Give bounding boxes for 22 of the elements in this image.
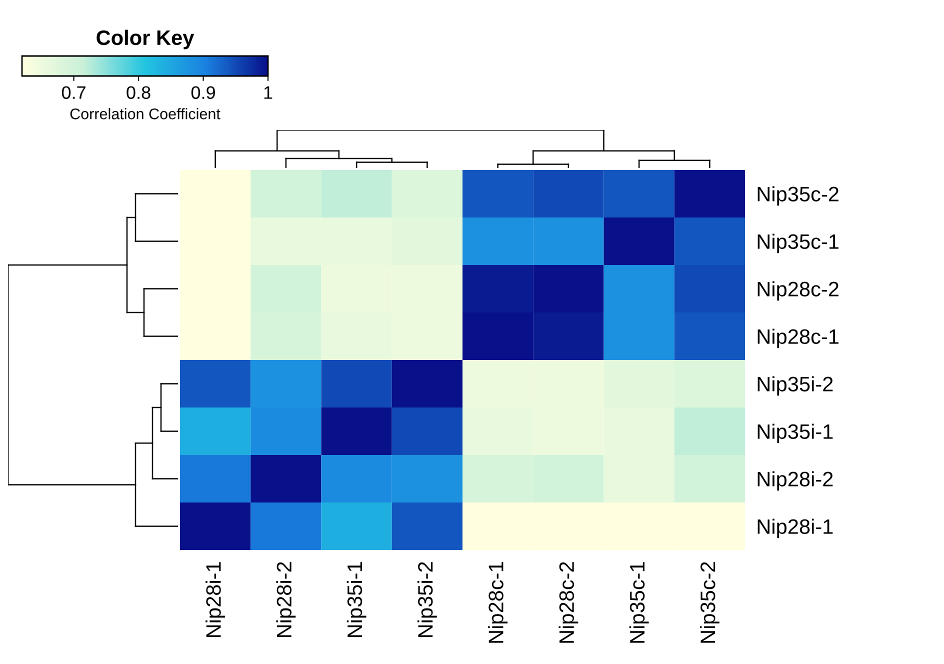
y-tick-label: Nip28i-2 bbox=[758, 471, 833, 491]
color-bar-title: Correlation Coefficient bbox=[70, 108, 220, 120]
y-tick-label: Nip35i-1 bbox=[758, 424, 833, 444]
color-bar-label: 0.8 bbox=[126, 86, 150, 99]
color-bar-label: 0.9 bbox=[191, 86, 215, 99]
y-tick-label: Nip28c-1 bbox=[758, 328, 838, 348]
x-tick-label: Nip28c-1 bbox=[488, 562, 508, 643]
y-tick-label: Nip35c-2 bbox=[758, 186, 838, 206]
x-tick-label: Nip28i-1 bbox=[206, 562, 226, 637]
x-tick-label: Nip35c-1 bbox=[629, 562, 649, 643]
x-tick-label: Nip35i-1 bbox=[346, 562, 366, 637]
chart-title: Color Key bbox=[96, 30, 194, 50]
y-tick-label: Nip28i-1 bbox=[758, 518, 833, 538]
x-tick-label: Nip28c-2 bbox=[558, 562, 578, 643]
y-tick-label: Nip35c-1 bbox=[758, 234, 838, 254]
y-tick-label: Nip35i-2 bbox=[758, 376, 833, 396]
color-bar-label: 0.7 bbox=[62, 86, 86, 99]
color-bar-label: 1 bbox=[264, 86, 272, 99]
x-tick-label: Nip35c-2 bbox=[700, 562, 720, 643]
y-tick-label: Nip28c-2 bbox=[758, 281, 838, 301]
x-tick-label: Nip28i-2 bbox=[276, 562, 296, 637]
x-tick-label: Nip35i-2 bbox=[417, 562, 437, 637]
